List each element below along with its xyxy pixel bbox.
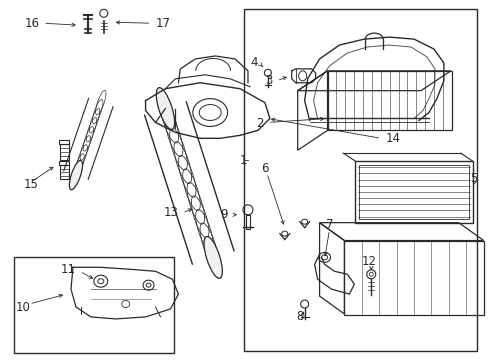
Bar (59, 140, 69, 144)
Text: 1: 1 (239, 154, 246, 167)
Text: 14: 14 (385, 132, 399, 145)
Text: 7: 7 (325, 218, 333, 231)
Text: 13: 13 (163, 206, 178, 219)
Text: 17: 17 (155, 17, 170, 30)
Bar (344, 240, 483, 315)
Bar (60, 165, 68, 179)
Text: 11: 11 (61, 263, 76, 276)
Ellipse shape (156, 88, 174, 130)
Text: 2: 2 (256, 117, 264, 130)
Text: 5: 5 (469, 171, 477, 185)
Text: 3: 3 (265, 74, 272, 87)
Text: 15: 15 (23, 179, 38, 192)
Bar (245, 215, 249, 229)
Bar (244, 9, 476, 351)
Text: 10: 10 (15, 301, 30, 314)
Text: 16: 16 (24, 17, 39, 30)
Ellipse shape (203, 237, 222, 278)
Text: 8: 8 (295, 310, 303, 323)
Text: 12: 12 (361, 255, 376, 268)
Bar (60, 144, 68, 160)
Bar (355, 161, 472, 223)
Text: 6: 6 (261, 162, 268, 175)
Bar (327, 71, 451, 130)
Ellipse shape (69, 160, 82, 190)
Bar (359, 165, 468, 219)
Bar (59, 161, 69, 165)
Text: 4: 4 (250, 57, 257, 69)
Text: 9: 9 (220, 208, 227, 221)
Bar (14, 257, 174, 352)
